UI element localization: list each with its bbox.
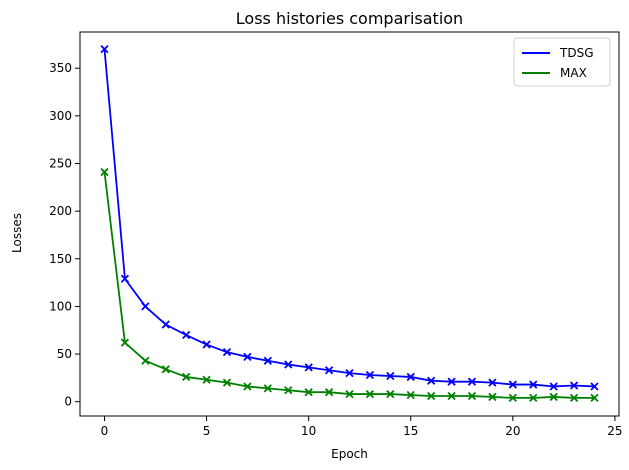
data-point-max (324, 388, 334, 397)
data-point-max (427, 391, 436, 401)
data-point-tdsg (120, 274, 130, 283)
data-point-max (386, 389, 395, 399)
data-point-tdsg (365, 370, 375, 380)
x-tick-label: 15 (403, 424, 418, 438)
data-point-max (161, 365, 170, 374)
data-point-tdsg (182, 330, 191, 340)
data-point-max (284, 386, 293, 395)
x-tick-label: 20 (505, 424, 520, 438)
data-point-max (263, 384, 272, 393)
x-tick-label: 10 (301, 424, 316, 438)
data-point-max (590, 393, 599, 403)
data-point-max (243, 382, 252, 391)
x-tick-label: 5 (203, 424, 211, 438)
data-point-max (222, 378, 232, 387)
y-tick-label: 100 (49, 299, 72, 313)
y-tick-label: 0 (64, 395, 72, 409)
data-point-tdsg (243, 352, 252, 362)
data-point-max (529, 393, 538, 403)
plot-frame (79, 31, 620, 417)
data-point-max (365, 389, 375, 399)
data-point-tdsg (427, 376, 436, 385)
data-point-tdsg (549, 382, 558, 391)
data-point-max (569, 393, 579, 403)
data-point-max (120, 338, 130, 347)
legend: TDSG MAX (513, 37, 611, 87)
data-point-tdsg (284, 360, 293, 369)
data-point-tdsg (324, 366, 334, 375)
data-point-tdsg (263, 356, 272, 365)
y-tick-label: 50 (57, 347, 72, 361)
data-point-tdsg (467, 377, 477, 386)
data-point-tdsg (569, 381, 579, 390)
y-tick-label: 200 (49, 204, 72, 218)
data-point-max (406, 390, 415, 400)
data-point-max (182, 372, 191, 382)
data-point-max (549, 392, 558, 402)
data-point-max (488, 392, 497, 402)
y-axis-label: Losses (10, 213, 24, 253)
y-axis: 0 50 100 150 200 250 300 350 (49, 61, 80, 409)
x-axis-label: Epoch (331, 447, 368, 461)
data-point-tdsg (529, 380, 538, 389)
data-point-max (141, 356, 150, 365)
data-point-tdsg (141, 302, 150, 311)
data-point-tdsg (508, 380, 517, 389)
data-point-max (345, 389, 354, 399)
data-point-tdsg (100, 45, 109, 54)
data-point-tdsg (488, 378, 497, 387)
data-point-max (467, 391, 477, 401)
legend-label-max: MAX (560, 66, 587, 80)
x-axis: 0 5 10 15 20 25 (101, 416, 623, 438)
data-point-tdsg (161, 320, 170, 329)
y-tick-label: 300 (49, 109, 72, 123)
data-point-tdsg (386, 371, 395, 381)
data-point-tdsg (406, 372, 415, 382)
series-layer (100, 45, 599, 403)
data-point-tdsg (447, 377, 456, 386)
data-point-tdsg (304, 363, 313, 372)
y-tick-label: 250 (49, 156, 72, 170)
data-point-max (202, 375, 211, 384)
x-tick-label: 0 (101, 424, 109, 438)
data-point-max (304, 388, 313, 397)
y-tick-label: 350 (49, 61, 72, 75)
y-tick-label: 150 (49, 252, 72, 266)
data-point-tdsg (222, 348, 232, 357)
legend-label-tdsg: TDSG (559, 46, 594, 60)
data-point-max (100, 167, 109, 177)
chart-title: Loss histories comparisation (236, 9, 463, 28)
data-point-tdsg (345, 368, 354, 378)
data-point-tdsg (590, 382, 599, 391)
data-point-max (447, 391, 456, 401)
data-point-tdsg (202, 340, 211, 349)
data-point-max (508, 393, 517, 403)
x-tick-label: 25 (607, 424, 622, 438)
